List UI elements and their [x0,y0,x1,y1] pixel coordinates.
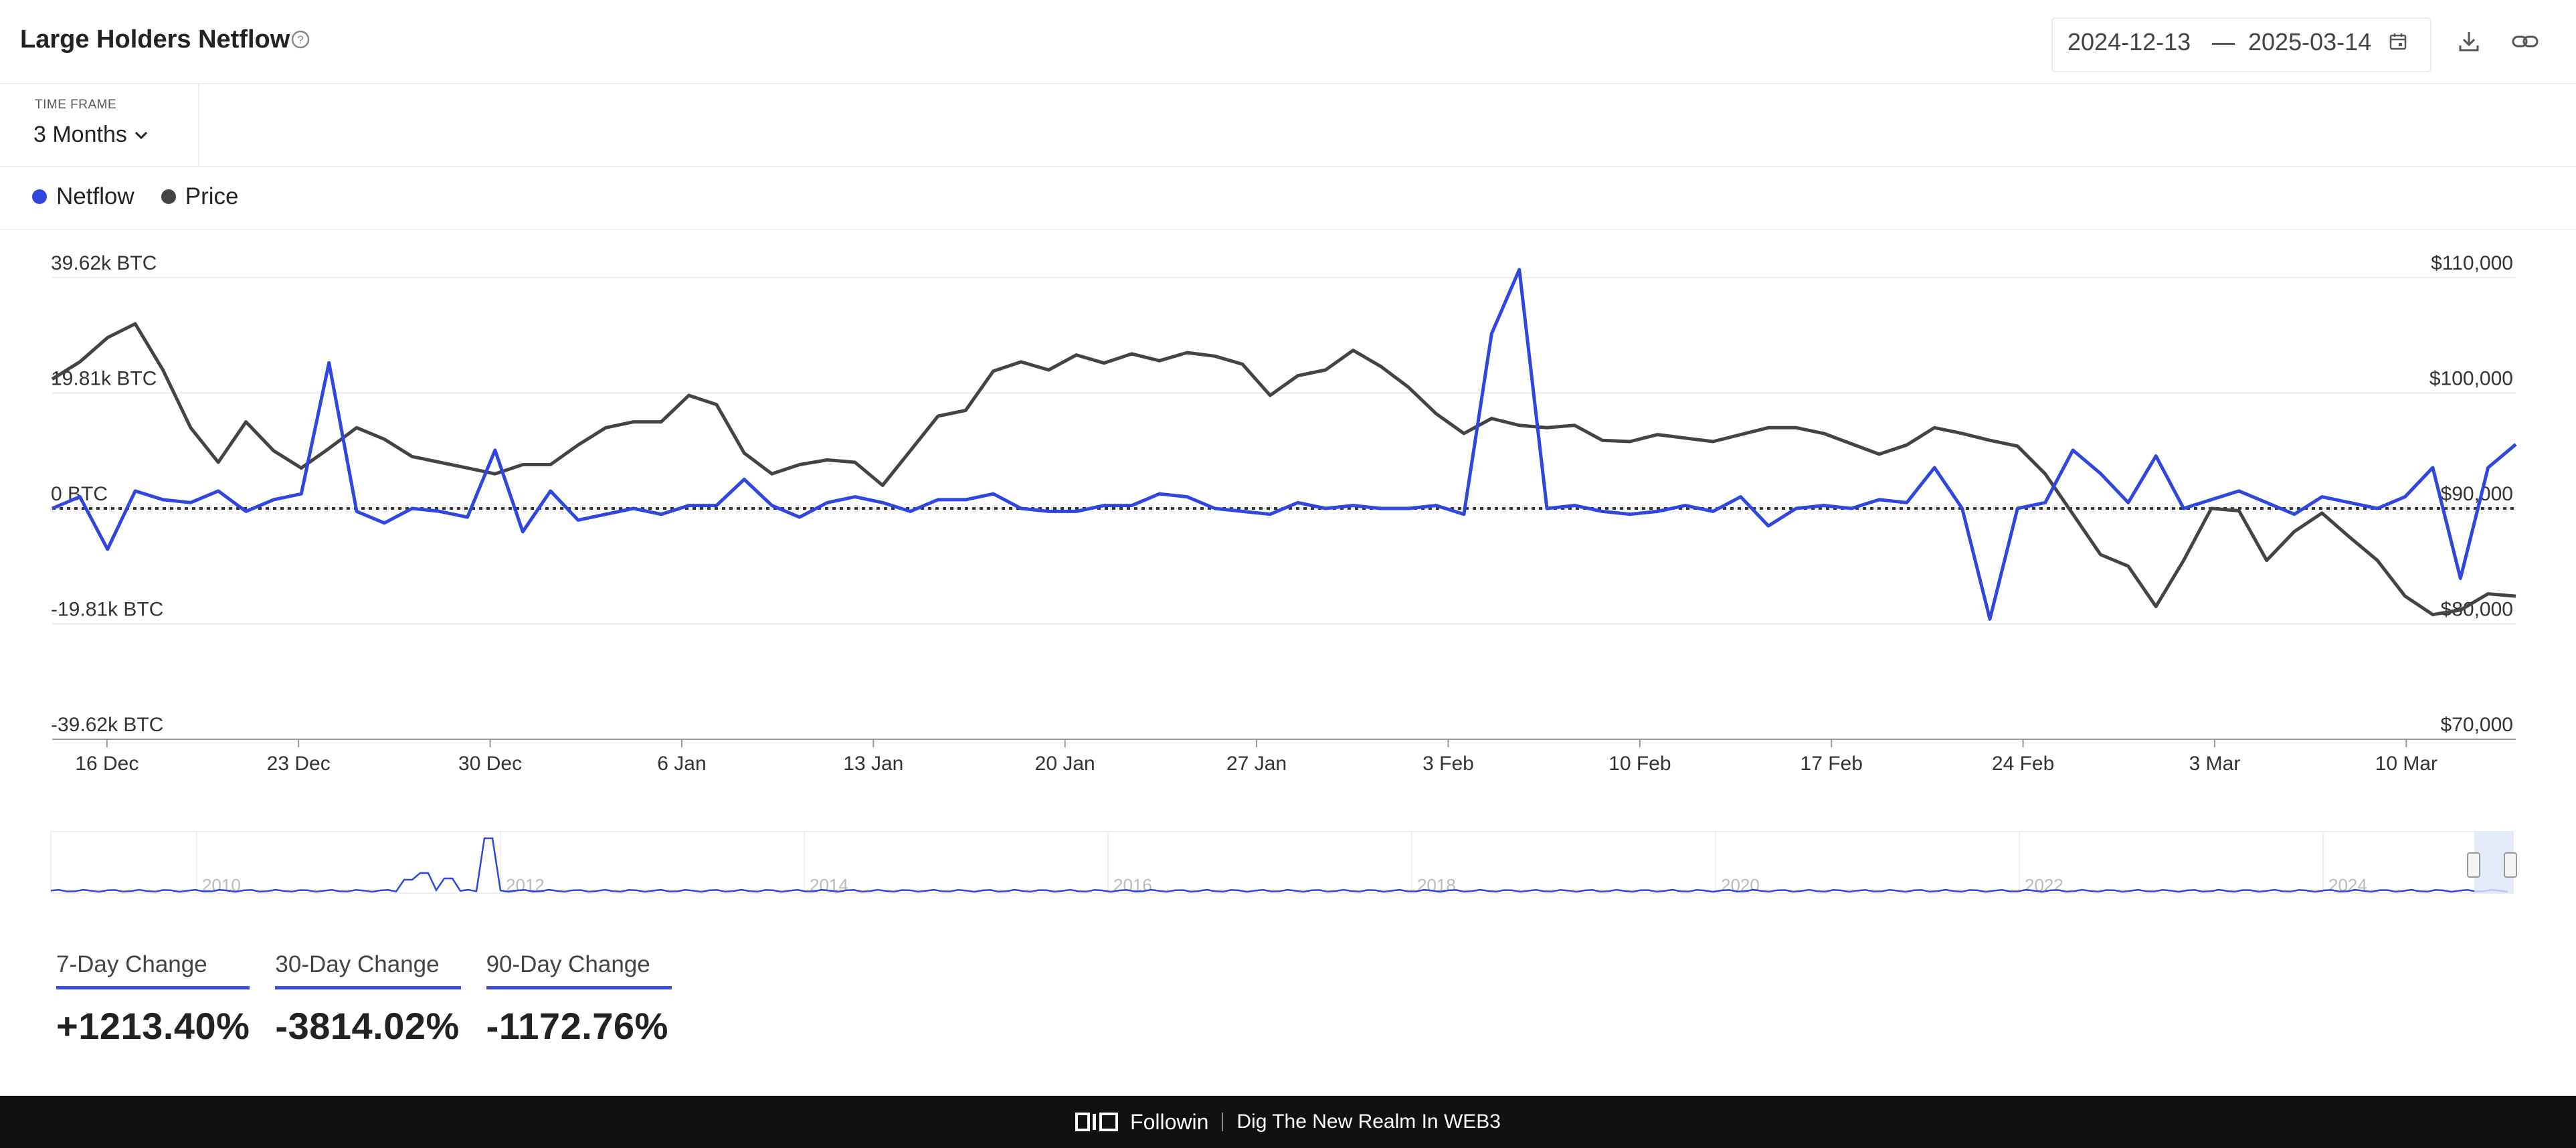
x-tick-label: 24 Feb [1992,753,2054,775]
x-tick-label: 13 Jan [843,753,903,775]
netflow-price-chart[interactable]: 39.62k BTC 19.81k BTC 0 BTC -19.81k BTC -39.… [0,234,2576,903]
series-layer [51,268,2517,621]
page-title: Large Holders Netflow [20,25,290,54]
right-tick-label: $90,000 [2441,483,2513,505]
x-tick-label: 3 Feb [1422,753,1474,775]
change-value-90d: -1172.76% [486,1005,668,1047]
date-range-picker[interactable] [2051,17,2431,72]
x-tick-label: 30 Dec [458,753,522,775]
followin-logo-icon [1075,1113,1119,1131]
legend-swatch-netflow [32,189,47,204]
left-tick-label: 19.81k BTC [51,368,157,390]
overview-year-label: 2024 [2328,875,2367,895]
x-tick-label: 27 Jan [1226,753,1287,775]
right-tick-label: $100,000 [2429,368,2513,390]
chart-header [0,0,2576,84]
date-start[interactable]: 2024-12-13 [2067,28,2191,56]
right-tick-label: $110,000 [2431,252,2513,274]
legend-item-netflow[interactable]: Netflow [32,183,134,210]
timeframe-select[interactable]: 3 Months [33,122,149,148]
overview-netflow-line [50,837,2508,893]
right-tick-label: $70,000 [2441,714,2513,736]
series-line-netflow[interactable] [52,268,2517,621]
x-tick-label: 10 Feb [1608,753,1671,775]
divider [1222,1113,1224,1131]
divider [0,229,2576,230]
change-value-7d: +1213.40% [56,1005,250,1047]
change-tab-90d[interactable]: 90-Day Change [486,951,672,989]
overview-navigator: 2010 2012 2014 2016 2018 2020 2022 2024 [50,831,2517,895]
x-tick-label: 23 Dec [267,753,331,775]
change-value-30d: -3814.02% [275,1005,460,1047]
change-7d: 7-Day Change +1213.40% [56,951,250,1048]
footer-slogan: Dig The New Realm In WEB3 [1236,1111,1501,1133]
change-tab-30d[interactable]: 30-Day Change [275,951,461,989]
download-icon[interactable] [2456,28,2482,55]
overview-handle[interactable] [2504,852,2517,878]
change-30d: 30-Day Change -3814.02% [275,951,461,1048]
date-separator [2212,43,2235,45]
overview-year-label: 2014 [810,875,848,895]
footer-brand: Followin [1130,1109,1209,1134]
legend-label-price: Price [185,183,239,209]
legend-label-netflow: Netflow [56,183,134,209]
x-tick-label: 6 Jan [657,753,706,775]
right-axis-ticks: $110,000$100,000$90,000$80,000$70,000 [2429,252,2513,736]
x-tick-label: 16 Dec [75,753,139,775]
chevron-down-icon [134,131,147,139]
calendar-icon[interactable] [2387,31,2409,52]
x-tick-label: 20 Jan [1035,753,1095,775]
left-tick-label: 39.62k BTC [51,252,157,274]
left-axis-ticks: 39.62k BTC 19.81k BTC 0 BTC -19.81k BTC -39.… [51,252,163,736]
x-tick-label: 17 Feb [1801,753,1863,775]
footer-bar: Followin Dig The New Realm In WEB3 [0,1096,2576,1148]
help-icon[interactable]: ? [290,29,310,50]
legend-item-price[interactable]: Price [161,183,239,210]
change-stats: 7-Day Change +1213.40% 30-Day Change -38… [56,951,697,1048]
left-tick-label: 0 BTC [51,483,108,505]
change-tab-7d[interactable]: 7-Day Change [56,951,250,989]
overview-frame [50,831,2514,894]
legend-swatch-price [161,189,176,204]
chart-legend: Netflow Price [32,183,265,210]
date-end[interactable]: 2025-03-14 [2248,28,2372,56]
x-tick-label: 10 Mar [2375,753,2437,775]
overview-year-label: 2016 [1113,875,1152,895]
divider [0,166,2576,167]
series-line-price[interactable] [51,322,2516,617]
x-tick-label: 3 Mar [2189,753,2241,775]
svg-text:?: ? [297,33,303,46]
change-90d: 90-Day Change -1172.76% [486,951,672,1048]
x-axis: 16 Dec 23 Dec 30 Dec 6 Jan 13 Jan 20 Jan 27 Ja… [52,739,2516,775]
timeframe-value: 3 Months [33,122,127,147]
left-tick-label: -19.81k BTC [51,599,163,621]
timeframe-label: TIME FRAME [35,98,117,112]
link-icon[interactable] [2510,28,2540,55]
left-tick-label: -39.62k BTC [51,714,163,736]
overview-handle[interactable] [2467,852,2480,878]
